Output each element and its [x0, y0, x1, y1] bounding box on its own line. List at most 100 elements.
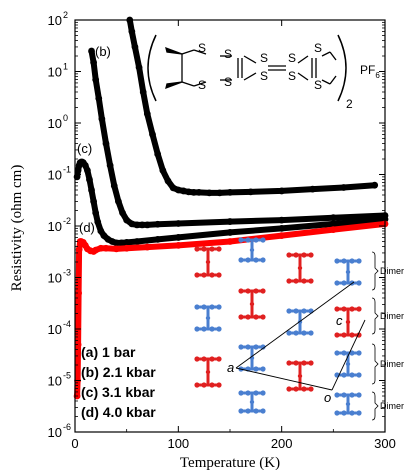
- atom-s-6: S: [260, 69, 268, 83]
- atom-s-10: S: [314, 78, 322, 92]
- dimer-label: Dimer: [380, 266, 404, 276]
- bedt-molecule: [334, 258, 362, 286]
- y-tick-exponent: -4: [63, 319, 71, 329]
- atom-s-2: S: [198, 78, 206, 92]
- dimer-bracket: [371, 343, 379, 385]
- legend: (a) 1 bar (b) 2.1 kbar (c) 3.1 kbar (d) …: [81, 344, 156, 420]
- data-point: [112, 239, 120, 247]
- data-point: [226, 229, 234, 236]
- data-point: [278, 224, 286, 232]
- data-point: [86, 176, 93, 183]
- data-point: [159, 167, 167, 174]
- y-tick-label: 10: [48, 322, 62, 337]
- data-point: [110, 182, 118, 190]
- data-point: [329, 220, 337, 228]
- data-point: [278, 187, 286, 195]
- molecule-structure: [147, 34, 347, 102]
- y-tick-exponent: -1: [63, 165, 71, 175]
- data-point: [90, 198, 97, 205]
- data-point: [143, 221, 151, 229]
- dimer-brackets: Dimer Dimer Dimer Dimer: [371, 251, 404, 421]
- data-point: [112, 245, 120, 253]
- bedt-molecule: [238, 237, 266, 263]
- data-point: [226, 218, 234, 225]
- bedt-molecule: [286, 308, 314, 336]
- data-point: [128, 220, 136, 228]
- structure-bracket-left: [147, 34, 157, 102]
- x-tick-label: 300: [374, 436, 396, 451]
- bedt-molecule: [194, 356, 222, 388]
- y-tick-label: 10: [48, 219, 62, 234]
- y-axis-label: Resistivity (ohm cm): [9, 165, 25, 292]
- bedt-molecule: [334, 350, 362, 378]
- bedt-molecule: [334, 392, 362, 416]
- dimer-label: Dimer: [380, 359, 404, 369]
- atom-s-9: S: [314, 41, 322, 55]
- x-axis-ticks: 0 100 200 300: [71, 20, 396, 451]
- dimer-label: Dimer: [380, 311, 404, 321]
- x-tick-label: 100: [167, 436, 189, 451]
- y-tick-exponent: -6: [63, 422, 71, 432]
- curve-label-b: (b): [95, 44, 111, 59]
- atom-s-7: S: [288, 51, 296, 65]
- data-point: [74, 341, 82, 348]
- data-point: [340, 184, 348, 191]
- data-point: [180, 187, 187, 195]
- data-point: [94, 218, 102, 226]
- axis-label-o: o: [324, 390, 331, 405]
- data-point: [102, 140, 110, 147]
- data-point: [216, 189, 224, 197]
- wedge-bond-top: [165, 46, 183, 55]
- data-point: [164, 177, 172, 185]
- bedt-molecule: [238, 288, 266, 320]
- data-point: [102, 244, 110, 252]
- data-point: [90, 59, 97, 66]
- curve-label-c: (c): [77, 141, 92, 156]
- data-point: [174, 234, 182, 241]
- data-point: [143, 243, 151, 251]
- data-point: [149, 131, 156, 138]
- data-point: [135, 64, 143, 71]
- data-point: [123, 239, 131, 246]
- data-point: [133, 238, 141, 245]
- data-point: [118, 239, 125, 247]
- legend-item-a: (a) 1 bar: [81, 344, 136, 360]
- x-tick-label: 0: [71, 436, 78, 451]
- y-tick-label: 10: [48, 425, 62, 440]
- dimer-bracket: [371, 251, 379, 291]
- bedt-molecule: [286, 252, 314, 284]
- y-tick-label: 10: [48, 374, 62, 389]
- data-point: [205, 189, 213, 197]
- data-point: [75, 246, 83, 253]
- axis-label-a: a: [227, 360, 234, 375]
- data-point: [92, 209, 100, 217]
- data-point: [278, 216, 286, 224]
- x-tick-label: 200: [271, 436, 293, 451]
- data-point: [195, 188, 203, 196]
- x-axis-label: Temperature (K): [180, 455, 280, 470]
- data-point: [309, 185, 317, 193]
- dimer-label: Dimer: [380, 401, 404, 411]
- atom-s-1: S: [198, 41, 206, 55]
- y-tick-exponent: -3: [63, 268, 71, 278]
- data-point: [138, 221, 146, 229]
- data-point: [92, 246, 100, 254]
- y-tick-exponent: 0: [63, 113, 68, 123]
- data-point: [88, 186, 95, 194]
- data-point: [75, 289, 83, 297]
- data-point: [278, 232, 286, 240]
- legend-item-c: (c) 3.1 kbar: [81, 384, 155, 400]
- data-point: [97, 244, 105, 252]
- data-point: [106, 162, 114, 169]
- data-point: [123, 216, 131, 224]
- data-point: [119, 209, 126, 217]
- data-point: [329, 214, 337, 222]
- data-point: [133, 221, 141, 229]
- data-point: [190, 188, 198, 196]
- structure-subscript: 2: [346, 97, 353, 111]
- data-point: [185, 188, 193, 196]
- y-tick-label: 10: [48, 116, 62, 131]
- data-point: [154, 150, 162, 158]
